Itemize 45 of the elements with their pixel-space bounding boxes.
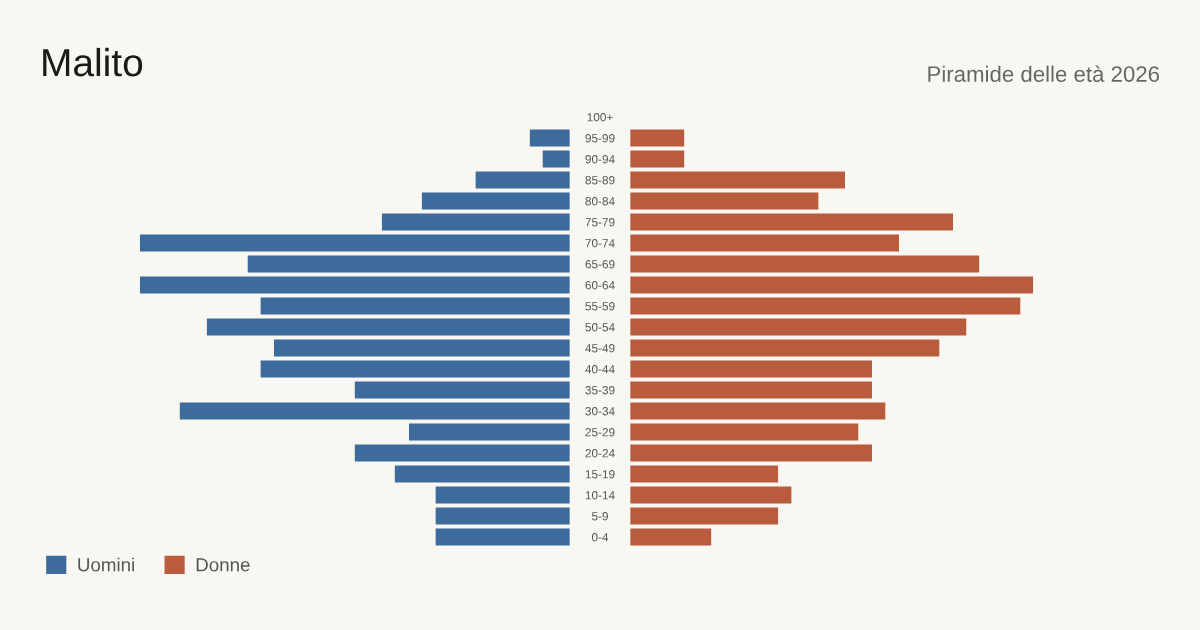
bar — [630, 129, 685, 147]
bar — [630, 234, 899, 252]
y-tick-label: 55-59 — [585, 302, 615, 311]
y-tick-label: 90-94 — [585, 155, 615, 164]
y-tick-label: 65-69 — [585, 260, 615, 269]
bar — [630, 150, 685, 168]
y-tick-label: 35-39 — [585, 386, 615, 395]
bar — [630, 507, 779, 525]
y-tick-label: 40-44 — [585, 365, 615, 374]
y-tick-label: 70-74 — [585, 239, 615, 248]
bar — [630, 465, 779, 483]
bar — [630, 423, 859, 441]
y-tick-label: 60-64 — [585, 281, 615, 290]
y-tick-label: 30-34 — [585, 407, 615, 416]
bar — [630, 297, 1021, 315]
y-tick-label: 75-79 — [585, 218, 615, 227]
y-tick-label: 50-54 — [585, 323, 615, 332]
bar — [630, 171, 845, 189]
bar — [630, 444, 872, 462]
y-tick-label: 100+ — [587, 113, 613, 122]
chart-title: Malito — [43, 47, 143, 77]
bar — [630, 402, 886, 420]
y-tick-label: 95-99 — [585, 134, 615, 143]
bar — [630, 255, 980, 273]
y-tick-label: 10-14 — [585, 491, 615, 500]
bar — [630, 276, 1034, 294]
bar — [630, 528, 712, 546]
bar — [630, 381, 872, 399]
bar — [630, 486, 792, 504]
bar — [630, 192, 819, 210]
y-tick-label: 5-9 — [591, 512, 608, 521]
y-tick-label: 0-4 — [591, 533, 609, 542]
legend-label: Donne — [196, 558, 250, 572]
y-tick-label: 85-89 — [585, 176, 615, 185]
y-tick-label: 25-29 — [585, 428, 615, 437]
bar — [630, 360, 872, 378]
y-tick-label: 45-49 — [585, 344, 615, 353]
legend-label: Uomini — [78, 557, 134, 572]
y-tick-label: 15-19 — [585, 470, 615, 479]
y-tick-label: 20-24 — [585, 449, 615, 458]
y-tick-label: 80-84 — [585, 197, 615, 206]
bar — [630, 213, 953, 231]
chart-subtitle: Piramide delle età 2026 — [928, 65, 1160, 82]
bar — [630, 339, 940, 357]
bar — [630, 318, 967, 336]
